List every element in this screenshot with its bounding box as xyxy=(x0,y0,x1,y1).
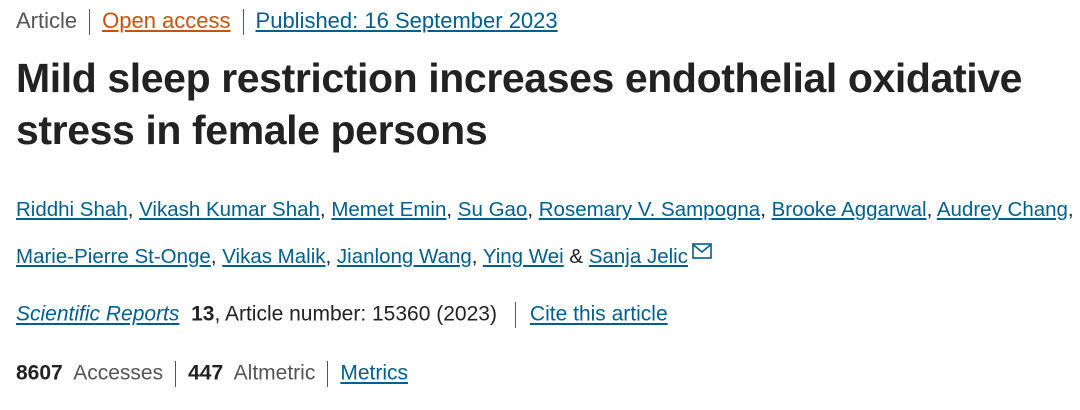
author-link[interactable]: Su Gao xyxy=(457,198,528,221)
author-link[interactable]: Brooke Aggarwal xyxy=(771,198,927,221)
author-link[interactable]: Marie-Pierre St-Onge xyxy=(16,245,211,268)
published-date[interactable]: Published: 16 September 2023 xyxy=(255,8,558,33)
author-link[interactable]: Jianlong Wang xyxy=(336,245,472,268)
separator: , xyxy=(760,198,766,221)
separator: , xyxy=(325,245,332,268)
separator: , xyxy=(527,198,534,221)
author-link[interactable]: Riddhi Shah xyxy=(16,198,128,221)
separator: , xyxy=(1067,198,1074,221)
article-type: Article xyxy=(16,8,78,33)
citation-details: , Article number: 15360 (2023) xyxy=(214,302,497,326)
author-link[interactable]: Vikash Kumar Shah xyxy=(139,198,320,221)
author-link[interactable]: Ying Wei xyxy=(482,245,564,268)
separator: , xyxy=(471,245,478,268)
metrics-link[interactable]: Metrics xyxy=(340,361,409,385)
citation: Scientific Reports 13, Article number: 1… xyxy=(16,302,668,328)
separator: , xyxy=(926,198,933,221)
author-list: Riddhi Shah, Vikash Kumar Shah, Memet Em… xyxy=(16,186,1076,280)
altmetric-label: Altmetric xyxy=(233,361,316,385)
author-link[interactable]: Memet Emin xyxy=(331,198,447,221)
author-link[interactable]: Audrey Chang xyxy=(936,198,1068,221)
separator: , xyxy=(210,245,217,268)
separator: , xyxy=(446,198,453,221)
accesses-count: 8607 xyxy=(16,361,63,385)
open-access-link[interactable]: Open access xyxy=(102,8,231,33)
volume: 13 xyxy=(191,302,215,326)
separator: , xyxy=(319,198,326,221)
author-link[interactable]: Vikas Malik xyxy=(222,245,326,268)
author-link[interactable]: Rosemary V. Sampogna xyxy=(538,198,761,221)
accesses-label: Accesses xyxy=(73,361,164,385)
conjunction: & xyxy=(569,245,584,268)
separator: , xyxy=(127,198,134,221)
email-icon[interactable] xyxy=(692,243,712,259)
cite-link[interactable]: Cite this article xyxy=(529,302,668,326)
altmetric-count: 447 xyxy=(188,361,224,385)
metrics: 8607 Accesses 447 Altmetric Metrics xyxy=(16,361,408,387)
author-link[interactable]: Sanja Jelic xyxy=(588,245,688,268)
article-meta: Article Open access Published: 16 Septembe… xyxy=(16,8,558,36)
journal-link[interactable]: Scientific Reports xyxy=(16,302,180,326)
article-title: Mild sleep restriction increases endothe… xyxy=(16,55,1023,153)
